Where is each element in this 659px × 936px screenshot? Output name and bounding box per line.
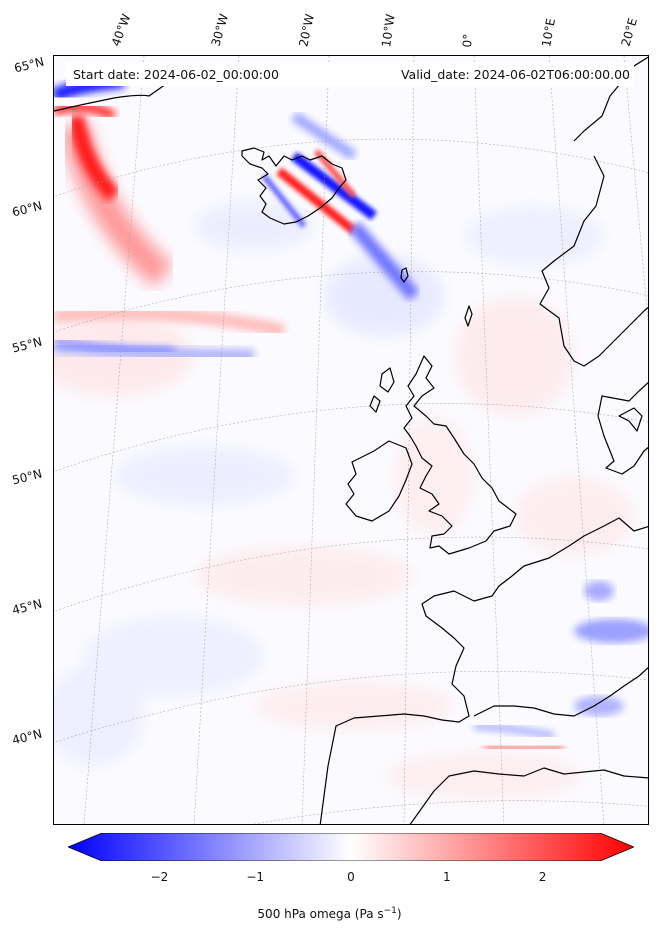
omega-field-map xyxy=(54,56,648,824)
colorbar-tick-label: −1 xyxy=(246,870,265,884)
lon-label-30w: 30°W xyxy=(208,12,232,48)
colorbar-tick-label: 0 xyxy=(347,870,355,884)
lon-label-20w: 20°W xyxy=(296,12,317,48)
coastlines xyxy=(54,56,648,824)
lat-label-55n: 55°N xyxy=(10,334,44,356)
colorbar-tick-label: −2 xyxy=(150,870,169,884)
colorbar xyxy=(68,833,634,861)
valid-date-text: Valid_date: 2024-06-02T06:00:00.00 xyxy=(400,67,630,82)
date-info-bar: Start date: 2024-06-02_00:00:00 Valid_da… xyxy=(66,62,634,86)
lon-label-20e: 20°E xyxy=(618,16,640,48)
lon-label-0: 0° xyxy=(460,33,475,48)
map-panel xyxy=(53,55,649,825)
colorbar-label: 500 hPa omega (Pa s−1) xyxy=(257,906,402,921)
colorbar-gradient xyxy=(68,833,634,861)
lat-label-40n: 40°N xyxy=(10,726,44,748)
lat-label-45n: 45°N xyxy=(10,596,44,618)
start-date-text: Start date: 2024-06-02_00:00:00 xyxy=(73,67,279,82)
lon-label-10w: 10°W xyxy=(379,13,398,48)
lat-label-65n: 65°N xyxy=(12,54,46,76)
lat-label-50n: 50°N xyxy=(10,466,44,488)
lon-label-10e: 10°E xyxy=(539,17,559,48)
colorbar-tick-label: 2 xyxy=(538,870,547,884)
colorbar-tick-label: 1 xyxy=(442,870,451,884)
omega-background-field xyxy=(54,201,634,801)
graticule xyxy=(54,56,648,824)
lon-label-40w: 40°W xyxy=(108,12,134,48)
lat-label-60n: 60°N xyxy=(10,198,44,220)
